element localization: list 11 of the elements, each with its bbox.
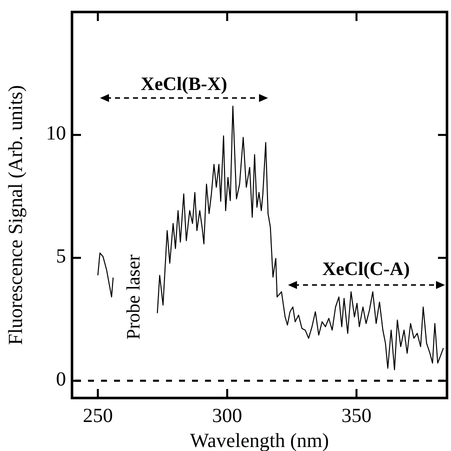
x-tick-label: 350 — [341, 405, 372, 427]
annotation: XeCl(C-A) — [322, 259, 410, 280]
y-tick-label: 10 — [46, 122, 66, 145]
y-tick-label: 0 — [56, 368, 66, 390]
annotation: Probe laser — [123, 254, 144, 340]
x-tick-label: 300 — [212, 405, 242, 427]
y-axis-title: Fluorescence Signal (Arb. units) — [5, 85, 27, 345]
y-tick-label: 5 — [56, 245, 66, 268]
annotation: XeCl(B-X) — [140, 74, 228, 95]
x-axis-title: Wavelength (nm) — [190, 430, 329, 451]
x-tick-label: 250 — [82, 405, 113, 427]
